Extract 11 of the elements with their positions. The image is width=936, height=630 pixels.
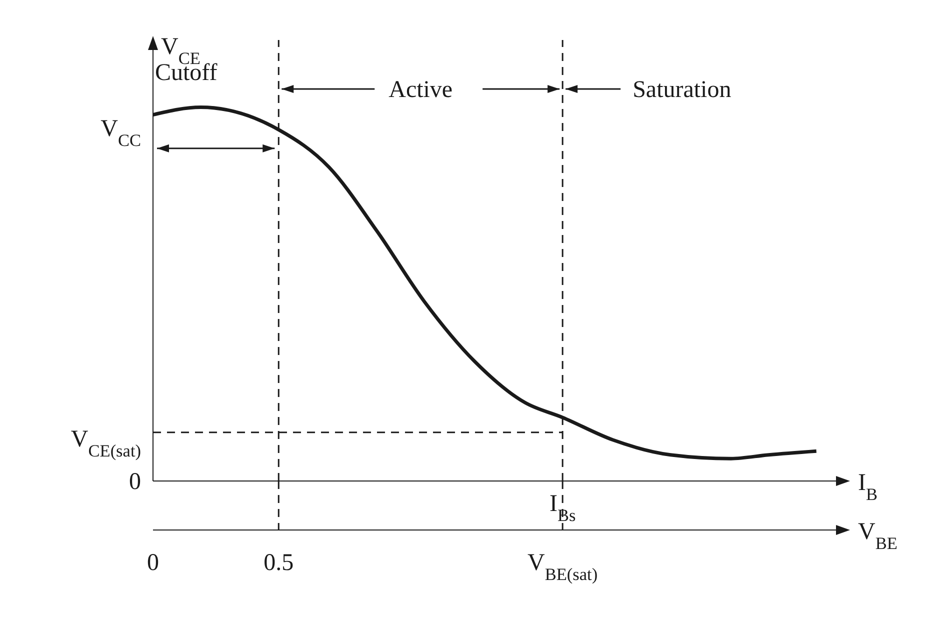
text: V$_{CE(sat)}$ (70, 426, 141, 460)
x-tick-label: V$_{BE(sat)}$ (528, 550, 598, 584)
x-axis-title: V$_{BE}$ (858, 519, 898, 552)
text: 0 (129, 469, 141, 495)
text: V$_{CC}$ (100, 116, 141, 150)
text: I$_{B}$ (858, 470, 878, 504)
text: Saturation (632, 77, 732, 103)
x-tick-label: 0.5 (264, 550, 294, 576)
annotation: I$_{Bs}$ (549, 491, 576, 524)
x-tick-label: 0 (147, 550, 159, 576)
text: Active (388, 77, 453, 103)
